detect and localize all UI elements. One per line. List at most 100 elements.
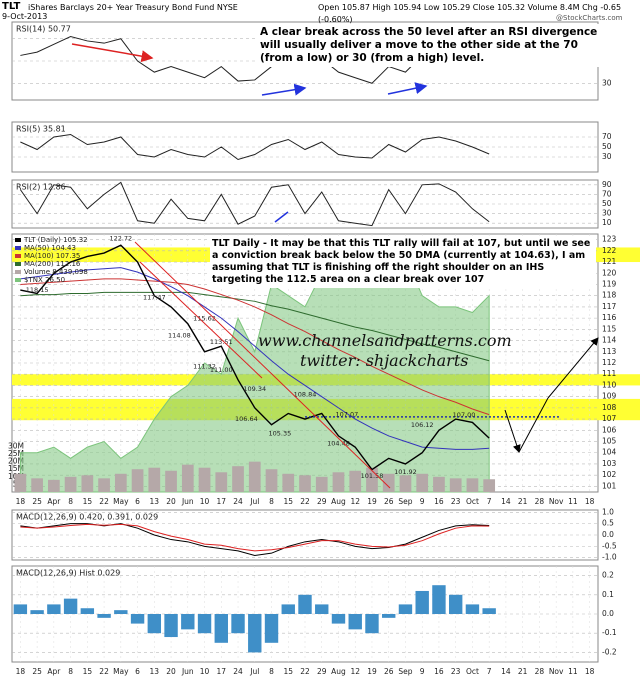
- x-tick-label: 11: [568, 497, 578, 506]
- y-tick-label: 116: [602, 313, 617, 322]
- rsi-note: A clear break across the 50 level after …: [258, 24, 614, 67]
- x-tick-label: 9: [420, 497, 425, 506]
- y-tick-label: 0.2: [602, 571, 614, 580]
- price-label: 115.62: [193, 314, 216, 322]
- volume-bar: [14, 473, 27, 492]
- x-tick-label: 16: [434, 667, 444, 676]
- x-tick-label: Apr: [47, 497, 61, 506]
- hist-bar: [415, 590, 429, 614]
- y2-tick-label: 15M: [8, 464, 24, 473]
- legend-swatch: [15, 246, 21, 250]
- volume-bar: [483, 479, 496, 492]
- series-line: [20, 291, 490, 362]
- y2-tick-label: 20M: [8, 457, 24, 466]
- volume-bar: [433, 476, 445, 492]
- x-tick-label: 18: [585, 497, 595, 506]
- projection-arrow: [518, 397, 549, 453]
- y-tick-label: -0.5: [602, 541, 617, 550]
- price-label: 101.58: [361, 472, 384, 480]
- channel-line: [139, 261, 263, 379]
- panel-title: RSI(14) 50.77: [16, 25, 71, 34]
- volume-bar: [399, 475, 412, 492]
- y-tick-label: 111: [602, 369, 617, 378]
- price-note: TLT Daily - It may be that this TLT rall…: [210, 236, 596, 288]
- x-tick-label: 28: [535, 497, 545, 506]
- x-tick-label: 23: [451, 667, 461, 676]
- hist-bar: [214, 614, 228, 643]
- hist-bar: [197, 614, 212, 634]
- price-label: 111.00: [210, 366, 233, 374]
- x-tick-label: 22: [99, 667, 109, 676]
- legend-entry: MA(50) 104.43: [24, 244, 76, 252]
- series-line: [20, 523, 490, 552]
- y-tick-label: 119: [602, 279, 617, 288]
- x-tick-label: 21: [518, 667, 528, 676]
- x-tick-label: 7: [487, 497, 492, 506]
- hist-bar: [248, 614, 262, 653]
- x-tick-label: 6: [135, 497, 140, 506]
- volume-bar: [198, 467, 211, 492]
- y-tick-label: 0.0: [602, 609, 614, 618]
- y-tick-label: 102: [602, 470, 617, 479]
- x-tick-label: Aug: [331, 667, 346, 676]
- volume-bar: [282, 473, 295, 492]
- x-tick-label: 10: [200, 497, 210, 506]
- hist-bar: [315, 604, 329, 614]
- x-tick-label: Oct: [466, 667, 479, 676]
- x-tick-label: 6: [135, 667, 140, 676]
- hist-bar: [130, 614, 145, 624]
- y-tick-label: 70: [602, 132, 612, 141]
- price-label: 101.92: [394, 468, 417, 476]
- price-label: 108.84: [294, 390, 317, 398]
- x-tick-label: 13: [150, 497, 160, 506]
- x-tick-label: 15: [283, 497, 293, 506]
- legend-swatch: [15, 254, 21, 258]
- volume-bar: [131, 469, 144, 492]
- volume-bar: [181, 464, 194, 492]
- divergence-arrow: [387, 82, 428, 95]
- volume-bar: [332, 472, 345, 492]
- hist-bar: [30, 610, 44, 614]
- x-tick-label: 17: [217, 497, 227, 506]
- x-tick-label: 13: [150, 667, 160, 676]
- x-tick-label: 23: [451, 497, 461, 506]
- y-tick-label: 90: [602, 180, 612, 189]
- divergence-arrow: [261, 83, 307, 96]
- y-tick-label: 103: [602, 459, 617, 468]
- y2-tick-label: 30M: [8, 441, 24, 450]
- price-label: 122.72: [109, 235, 132, 243]
- channel-line: [134, 241, 391, 489]
- x-tick-label: 25: [32, 667, 42, 676]
- hist-bar: [181, 614, 195, 630]
- y-tick-label: 70: [602, 189, 612, 198]
- x-tick-label: 26: [384, 497, 394, 506]
- x-tick-label: Aug: [331, 497, 346, 506]
- volume-bar: [81, 475, 94, 492]
- volume-bar: [248, 461, 261, 492]
- y2-tick-label: 25M: [8, 449, 24, 458]
- x-tick-label: 18: [585, 667, 595, 676]
- hist-bar: [448, 594, 463, 614]
- legend-swatch: [15, 262, 21, 266]
- panel-title: MACD(12,26,9) 0.420, 0.391, 0.029: [16, 513, 158, 522]
- x-tick-label: 18: [16, 667, 26, 676]
- y-tick-label: 10: [602, 218, 612, 227]
- x-tick-label: 12: [350, 497, 360, 506]
- hist-bar: [432, 585, 446, 614]
- volume-bar: [265, 469, 278, 492]
- legend-entry: MA(100) 107.35: [24, 252, 80, 260]
- x-tick-label: 28: [535, 667, 545, 676]
- y-tick-label: 1.0: [602, 507, 614, 516]
- x-tick-label: 29: [317, 667, 327, 676]
- hist-bar: [231, 614, 245, 634]
- hist-bar: [47, 604, 61, 614]
- x-tick-label: 29: [317, 497, 327, 506]
- x-tick-label: 22: [99, 497, 109, 506]
- rsi-line: [19, 181, 490, 227]
- legend-entry: Volume 8,439,098: [24, 268, 88, 276]
- y-tick-label: 115: [602, 324, 617, 333]
- y-tick-label: -1.0: [602, 553, 617, 562]
- series-line: [20, 267, 490, 450]
- price-label: 105.35: [269, 430, 292, 438]
